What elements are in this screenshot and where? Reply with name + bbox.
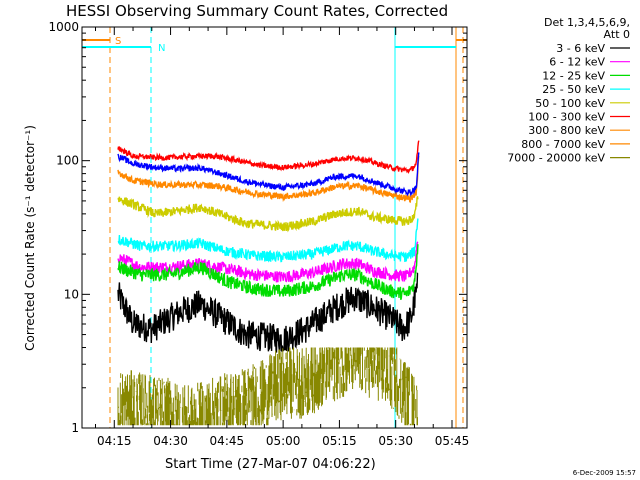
y-tick-label: 1000 bbox=[48, 20, 79, 34]
legend-header-1: Det 1,3,4,5,6,9, bbox=[544, 16, 630, 29]
legend-label: 50 - 100 keV bbox=[535, 97, 605, 110]
x-tick-label: 04:30 bbox=[153, 434, 188, 448]
series-300-800kev bbox=[117, 155, 420, 203]
legend-label: 100 - 300 keV bbox=[528, 111, 605, 124]
series-7000-20000kev bbox=[117, 347, 418, 426]
plot-frame bbox=[81, 26, 468, 429]
x-tick-label: 05:30 bbox=[378, 434, 413, 448]
legend-label: 300 - 800 keV bbox=[528, 124, 605, 137]
night-flag-label: N bbox=[158, 43, 165, 54]
footer-date: 6-Dec-2009 15:57 bbox=[573, 469, 636, 477]
legend-label: 25 - 50 keV bbox=[542, 83, 605, 96]
y-tick-label: 10 bbox=[64, 287, 79, 301]
saa-flag-label: S bbox=[115, 36, 121, 47]
x-tick-label: 05:45 bbox=[435, 434, 470, 448]
legend-label: 12 - 25 keV bbox=[542, 69, 605, 82]
legend-label: 800 - 7000 keV bbox=[521, 138, 605, 151]
y-axis-label: Corrected Count Rate (s⁻¹ detector⁻¹) bbox=[23, 125, 37, 351]
legend-label: 3 - 6 keV bbox=[556, 42, 605, 55]
x-tick-label: 04:15 bbox=[97, 434, 132, 448]
series-100-300kev bbox=[117, 140, 420, 175]
series-50-100kev bbox=[117, 196, 419, 233]
x-tick-label: 05:15 bbox=[322, 434, 357, 448]
x-tick-label: 05:00 bbox=[266, 434, 301, 448]
y-tick-label: 100 bbox=[56, 154, 79, 168]
series-blue bbox=[117, 152, 420, 198]
series-12-25kev bbox=[117, 244, 419, 301]
legend-label: 7000 - 20000 keV bbox=[507, 152, 605, 165]
y-tick-label: 1 bbox=[71, 421, 79, 435]
legend-label: 6 - 12 keV bbox=[549, 56, 605, 69]
legend-header-2: Att 0 bbox=[604, 28, 630, 41]
x-axis-label: Start Time (27-Mar-07 04:06:22) bbox=[165, 457, 376, 472]
x-tick-label: 04:45 bbox=[210, 434, 245, 448]
chart-title: HESSI Observing Summary Count Rates, Cor… bbox=[66, 2, 448, 20]
series-3-6kev bbox=[117, 272, 419, 353]
series-25-50kev bbox=[117, 218, 419, 263]
